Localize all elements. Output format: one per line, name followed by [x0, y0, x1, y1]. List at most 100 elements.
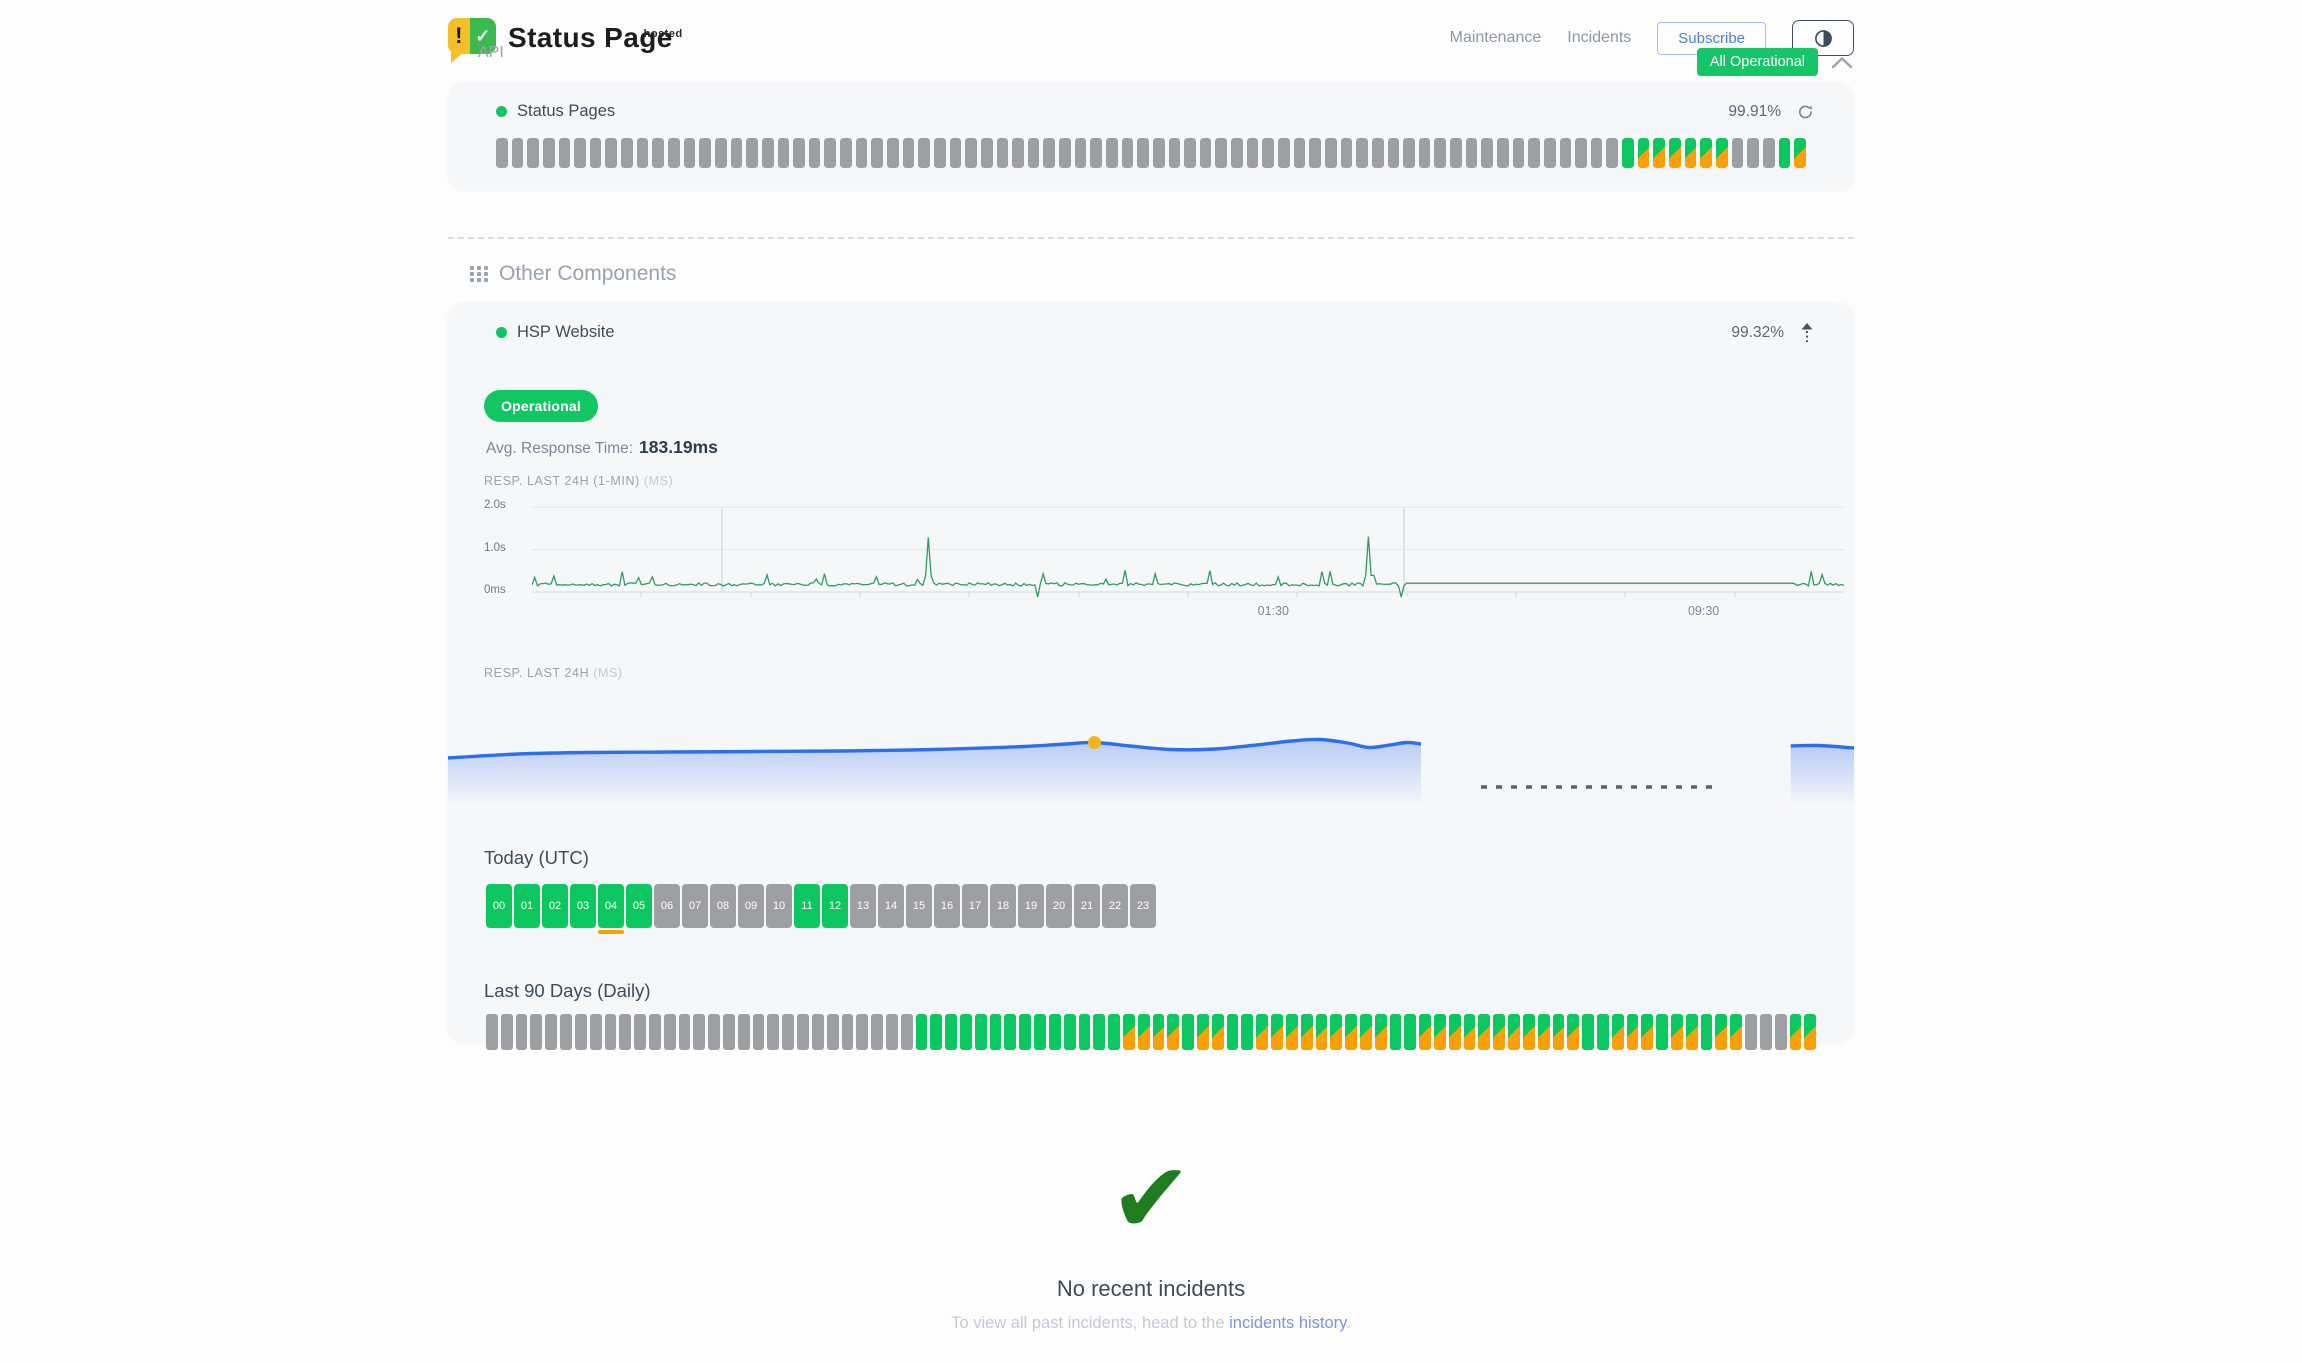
uptime-bar	[636, 138, 649, 168]
uptime-bar	[824, 138, 837, 168]
resp-1min-label: RESP. LAST 24H (1-MIN) (MS)	[484, 474, 674, 488]
day-bar	[634, 1014, 646, 1050]
day-bar	[1182, 1014, 1194, 1050]
uptime-bar	[855, 138, 868, 168]
day-bar	[1093, 1014, 1106, 1050]
hour-cell-10: 10	[766, 884, 792, 928]
uptime-bar	[558, 138, 571, 168]
uptime-bar	[1481, 138, 1493, 168]
day-bar	[1167, 1014, 1180, 1050]
uptime-bar	[1012, 138, 1024, 168]
day-bar	[1567, 1014, 1580, 1050]
incidents-history-link[interactable]: incidents history	[1229, 1314, 1347, 1332]
day-bar	[1241, 1014, 1254, 1050]
day-bar	[604, 1014, 617, 1050]
day-bar	[1478, 1014, 1491, 1050]
uptime-percentage: 99.91%	[1728, 102, 1781, 120]
uptime-bar	[1543, 138, 1556, 168]
uptime-bar	[933, 138, 946, 168]
uptime-bar	[652, 138, 665, 168]
uptime-bar	[1105, 138, 1118, 168]
hour-cell-14: 14	[878, 884, 904, 928]
chevron-up-icon[interactable]	[1830, 56, 1854, 69]
day-bar	[1359, 1014, 1372, 1050]
hour-cell-07: 07	[682, 884, 708, 928]
api-card: Status Pages 99.91%	[448, 82, 1854, 190]
uptime-bar	[730, 138, 743, 168]
uptime-bar	[965, 138, 977, 168]
uptime-bar	[1137, 138, 1149, 168]
uptime-bar	[1528, 138, 1540, 168]
uptime-bar	[1590, 138, 1603, 168]
day-bar	[1226, 1014, 1239, 1050]
day-bar	[589, 1014, 602, 1050]
uptime-bar	[1715, 138, 1728, 168]
day-bar	[1256, 1014, 1269, 1050]
theme-toggle-button[interactable]	[1792, 20, 1854, 56]
uptime-bar	[1027, 138, 1040, 168]
uptime-bar	[605, 138, 618, 168]
day-bar	[1434, 1014, 1446, 1050]
y-tick-0ms: 0ms	[484, 584, 506, 596]
day-bar	[1596, 1014, 1609, 1050]
day-bar	[1389, 1014, 1402, 1050]
uptime-bar	[683, 138, 696, 168]
section-divider	[448, 237, 1854, 239]
uptime-bar	[793, 138, 805, 168]
uptime-bar	[1043, 138, 1056, 168]
nav-maintenance[interactable]: Maintenance	[1449, 29, 1542, 46]
day-bar	[930, 1014, 943, 1050]
component-name: HSP Website	[517, 323, 615, 341]
uptime-bar	[1731, 138, 1744, 168]
day-bar	[574, 1014, 587, 1050]
day-bar	[1078, 1014, 1091, 1050]
day-bar	[1197, 1014, 1209, 1050]
uptime-bar	[746, 138, 758, 168]
uptime-bar	[1231, 138, 1243, 168]
main-nav: Maintenance Incidents Subscribe	[1450, 20, 1854, 56]
day-bar	[1611, 1014, 1624, 1050]
day-bar	[826, 1014, 839, 1050]
day-bar	[515, 1014, 528, 1050]
hour-cell-19: 19	[1018, 884, 1044, 928]
day-bar	[530, 1014, 543, 1050]
response-area-chart	[448, 694, 1854, 806]
refresh-icon[interactable]	[1797, 103, 1814, 120]
hour-cell-16: 16	[934, 884, 960, 928]
day-bar	[797, 1014, 809, 1050]
day-bar	[1745, 1014, 1757, 1050]
overall-status-row: All Operational	[1696, 48, 1854, 76]
day-bar	[1685, 1014, 1698, 1050]
day-bar	[1419, 1014, 1431, 1050]
day-bar	[811, 1014, 824, 1050]
uptime-bar	[1669, 138, 1681, 168]
daily-uptime-strip	[486, 1014, 1817, 1050]
day-bar	[1671, 1014, 1683, 1050]
uptime-bar	[1371, 138, 1384, 168]
check-icon: ✔	[1109, 1142, 1193, 1256]
uptime-bar	[699, 138, 711, 168]
overall-status-badge[interactable]: All Operational	[1696, 48, 1818, 76]
uptime-bar	[1559, 138, 1572, 168]
uptime-bar	[808, 138, 821, 168]
nav-incidents[interactable]: Incidents	[1567, 29, 1632, 46]
uptime-bar	[1074, 138, 1087, 168]
day-bar	[693, 1014, 706, 1050]
day-bar	[1315, 1014, 1328, 1050]
day-bar	[1493, 1014, 1506, 1050]
status-dot-green	[496, 106, 507, 117]
day-bar	[1656, 1014, 1668, 1050]
uptime-bar	[761, 138, 774, 168]
uptime-bar	[542, 138, 555, 168]
uptime-bar	[1434, 138, 1447, 168]
uptime-bar	[918, 138, 930, 168]
brand-logo[interactable]: ! ✓ Status Page hosted	[448, 18, 682, 63]
api-section-label: API	[478, 44, 504, 61]
day-bar	[1715, 1014, 1728, 1050]
day-bar	[723, 1014, 735, 1050]
day-bar	[856, 1014, 869, 1050]
uptime-bar	[714, 138, 727, 168]
hour-cell-21: 21	[1074, 884, 1100, 928]
highlight-point[interactable]	[1088, 736, 1102, 749]
contrast-icon	[1814, 29, 1832, 47]
